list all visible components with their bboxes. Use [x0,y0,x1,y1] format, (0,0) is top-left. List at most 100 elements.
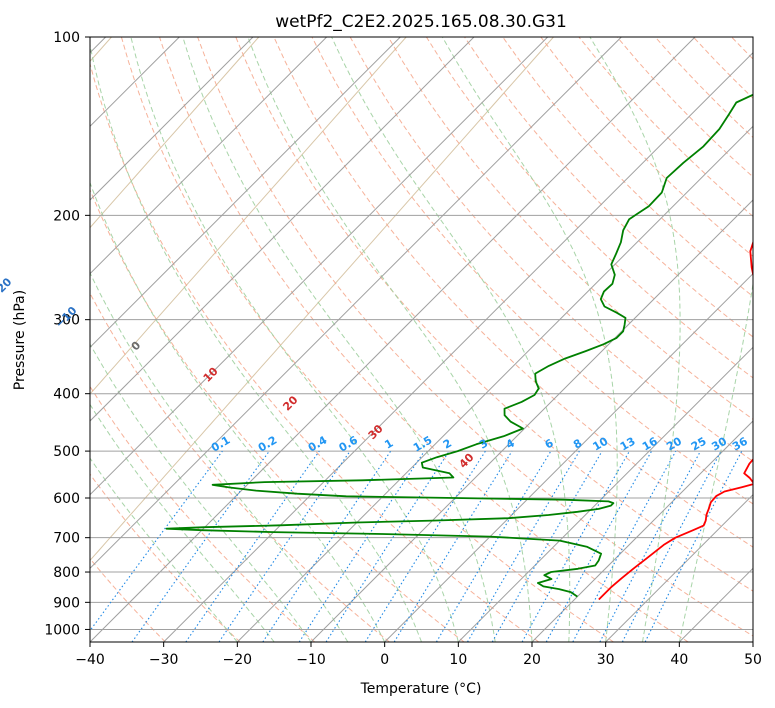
x-tick-label: −10 [296,652,326,668]
isotherm-line [163,51,753,642]
grid-layer [90,37,775,642]
mixing-ratio-line [572,450,677,642]
x-tick-label: 40 [670,652,688,668]
y-tick-label: 800 [53,565,80,581]
isotherm-line [90,37,401,349]
mixing-ratio-line [185,450,320,642]
mixing-ratio-label: 1 [382,437,395,452]
mixing-ratio-label: 4 [504,436,517,451]
dry-adiabat-line [387,37,753,420]
isotherm-line [90,37,622,570]
dry-adiabat-line [578,37,753,218]
dry-adiabat-line [464,37,753,338]
mixing-ratio-line [218,450,351,642]
dry-adiabat-label: 20 [280,393,300,413]
x-tick-label: −20 [223,652,253,668]
dry-adiabat-label: 10 [201,364,221,384]
mixing-ratio-label: 2 [441,437,454,452]
isotherm-line [90,37,328,275]
x-tick-label: −30 [149,652,179,668]
y-tick-label: 900 [53,595,80,611]
moist-adiabat-line [90,343,312,642]
x-tick-label: 30 [597,652,615,668]
mixing-ratio-line [393,450,513,642]
dry-adiabat-line [90,292,390,642]
x-axis-label: Temperature (°C) [360,681,482,697]
x-tick-label: 50 [744,652,762,668]
y-tick-label: 200 [53,208,80,224]
mixing-ratio-line [545,450,653,642]
isotherm-line [90,37,696,642]
moist-adiabat-line [441,37,618,642]
mixing-ratio-line [90,450,223,632]
dry-adiabat-label: 0 [129,338,144,353]
y-tick-label: 1000 [44,622,80,638]
moist-adiabat-line [90,457,238,642]
dry-adiabat-line [349,37,753,462]
dry-adiabat-line [159,37,689,642]
x-tick-label: 20 [523,652,541,668]
moist-adiabat-line [678,280,753,642]
curved-isotherm-line [90,37,407,395]
moist-adiabat-line [90,42,422,642]
isotherm-line [236,125,753,642]
dry-adiabat-line [120,37,614,642]
x-axis-ticks: −40 −30 −20 −10 0 10 20 30 40 50 [75,642,762,668]
mixing-ratio-line [467,450,580,642]
dry-adiabat-line [90,385,316,642]
temperature-line [598,240,753,601]
dry-adiabat-label: 40 [457,451,477,471]
isotherm-line [90,37,254,201]
isotherm-line [752,641,753,642]
chart-title: wetPf2_C2E2.2025.165.08.30.G31 [275,12,567,32]
isotherm-line [457,346,753,642]
moist-adiabat-line [182,37,496,642]
mixing-ratio-label: 6 [543,436,556,451]
mixing-ratio-line [262,450,392,642]
dry-adiabat-line [692,37,753,99]
mixing-ratio-line [435,450,552,642]
dry-adiabat-line [90,557,166,642]
y-tick-label: 100 [53,30,80,46]
mixing-ratio-line [131,450,270,642]
curved-isotherm-line [90,37,260,229]
dry-adiabat-line [90,473,241,642]
isotherm-line [384,272,753,642]
mixing-ratio-line [521,450,630,642]
plot-frame [89,36,754,643]
dry-adiabat-line [654,37,753,139]
x-tick-label: −40 [75,652,105,668]
isotherm-line [531,420,753,642]
y-tick-label: 600 [53,491,80,507]
dry-adiabat-line [197,37,753,637]
mixing-ratio-line [621,450,722,642]
dewpoint-line [165,93,753,598]
moist-adiabat-line [90,181,386,642]
isotherm-line [90,37,549,496]
dry-adiabat-line [235,37,753,592]
y-tick-label: 400 [53,387,80,403]
isotherm-line [678,567,753,642]
moist-adiabat-line [130,37,459,642]
dry-adiabat-line [90,62,540,642]
isotherm-line [90,37,475,422]
moist-adiabat-line [589,37,681,642]
y-axis-ticks: 100 200 300 400 500 600 700 800 900 1000 [44,30,90,638]
y-axis-label: Pressure (hPa) [12,290,28,390]
moist-adiabat-line [90,271,349,642]
mixing-ratio-line [298,450,425,642]
y-tick-label: 300 [53,313,80,329]
y-tick-label: 700 [53,531,80,547]
isotherm-line [605,493,753,642]
dry-adiabat-line [273,37,753,548]
y-tick-label: 500 [53,444,80,460]
x-tick-label: 0 [380,652,389,668]
moist-adiabat-line [247,37,533,642]
sounding-curves [165,93,753,601]
moist-adiabat-line [331,37,571,642]
dry-adiabat-line [425,37,753,379]
mixing-ratio-line [325,450,450,642]
dry-adiabat-line [770,37,775,642]
moist-adiabat-line [90,403,275,642]
